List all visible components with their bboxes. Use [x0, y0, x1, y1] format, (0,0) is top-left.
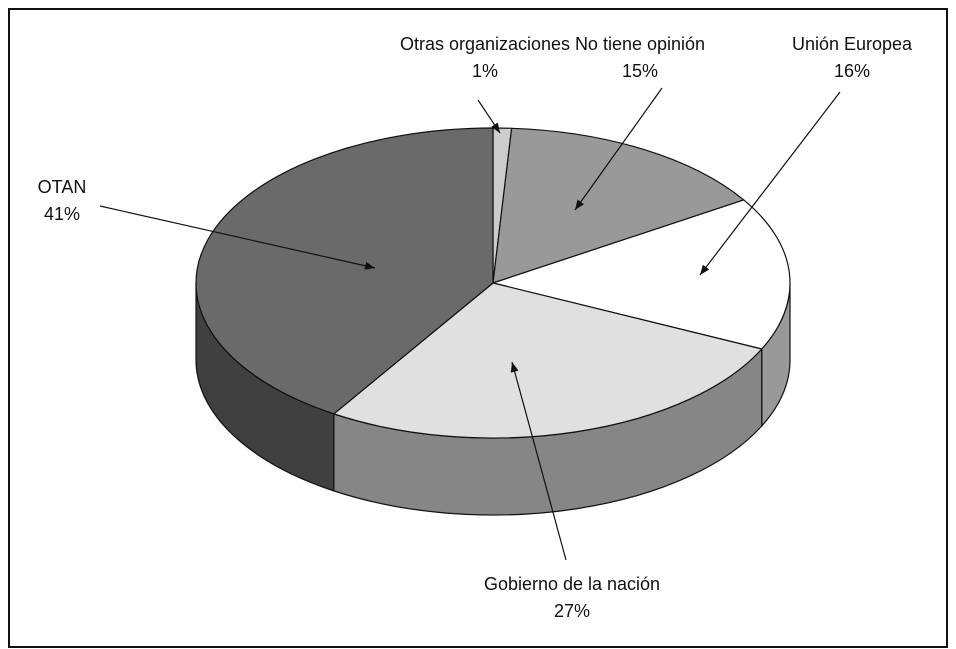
- slice-value-label: 15%: [622, 61, 658, 81]
- label-arrow: [699, 91, 841, 276]
- slice-label: Unión Europea: [792, 34, 913, 54]
- slice-value-label: 27%: [554, 601, 590, 621]
- pie-slice: [332, 282, 763, 439]
- slice-value-label: 1%: [472, 61, 498, 81]
- label-arrow: [510, 361, 567, 561]
- slice-label: OTAN: [38, 177, 87, 197]
- label-arrow: [574, 87, 663, 211]
- pie-slice: [195, 127, 494, 415]
- label-arrow: [477, 99, 501, 134]
- slice-label: Gobierno de la nación: [484, 574, 660, 594]
- pie-slice: [492, 127, 745, 284]
- slice-label: No tiene opinión: [575, 34, 705, 54]
- slice-value-label: 16%: [834, 61, 870, 81]
- slice-label: Otras organizaciones: [400, 34, 570, 54]
- pie-slice: [490, 199, 791, 350]
- label-arrow: [99, 205, 376, 270]
- slice-value-label: 41%: [44, 204, 80, 224]
